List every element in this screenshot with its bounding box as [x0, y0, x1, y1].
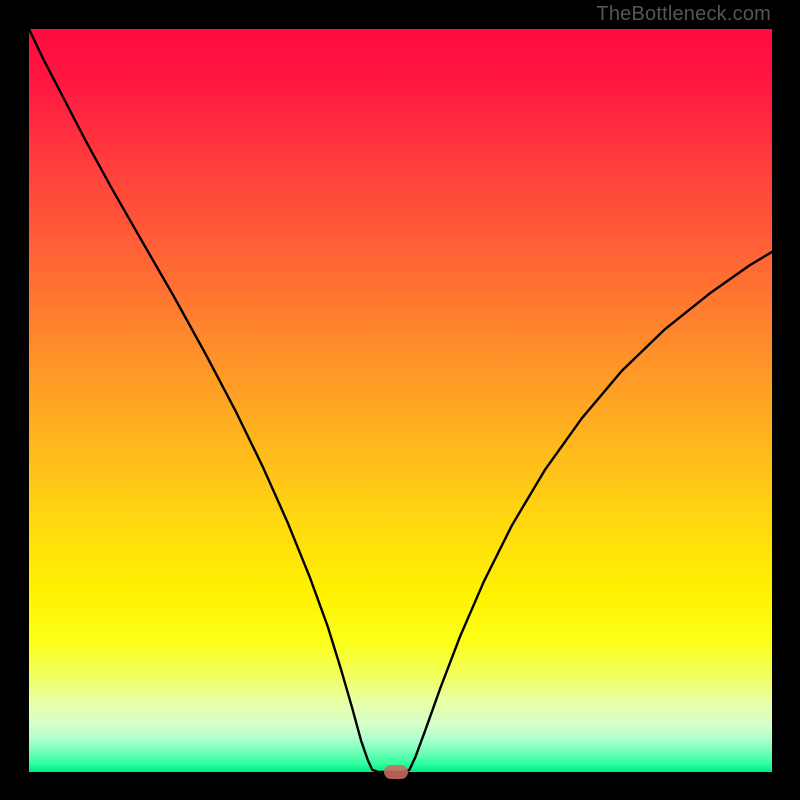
watermark-text: TheBottleneck.com — [596, 3, 771, 26]
optimal-point-marker — [384, 765, 408, 779]
plot-gradient-background — [29, 29, 772, 772]
chart-stage: TheBottleneck.com — [0, 0, 800, 800]
